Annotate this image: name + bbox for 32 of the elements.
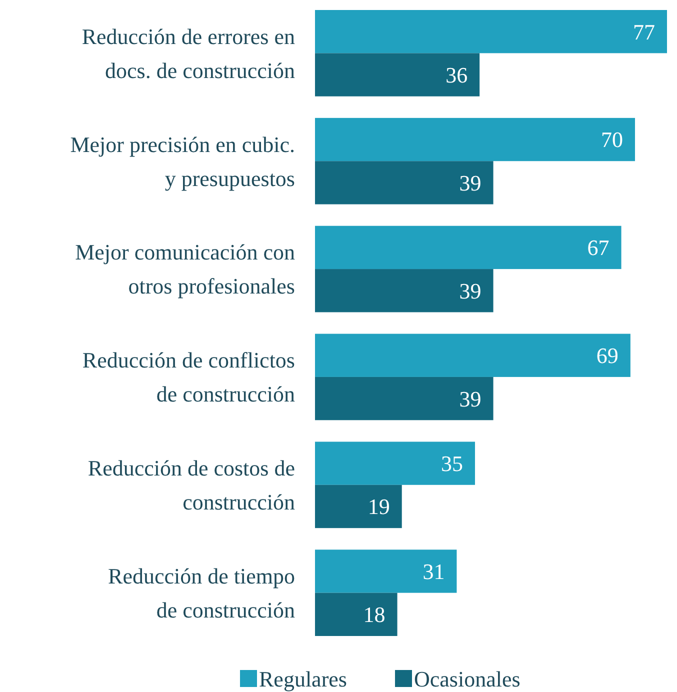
- bar: [315, 550, 457, 593]
- data-label: 69: [596, 343, 618, 368]
- data-label: 39: [459, 386, 482, 412]
- bar: [315, 161, 494, 204]
- data-label: 70: [601, 127, 623, 152]
- bar: [315, 226, 622, 270]
- y-tick-label: Mejor precisión en cubic. y presupuestos: [70, 132, 295, 191]
- bar: [315, 118, 635, 162]
- bar: [315, 53, 480, 96]
- bar: [315, 334, 630, 377]
- bar: [315, 269, 494, 312]
- y-tick-label: Reducción de conflictos de construcción: [82, 348, 295, 407]
- legend-label: Regulares: [259, 666, 347, 692]
- bar: [315, 376, 494, 420]
- legend-label: Ocasionales: [414, 666, 520, 692]
- bar: [315, 442, 475, 485]
- data-label: 39: [459, 170, 482, 196]
- bar: [315, 592, 398, 636]
- data-label: 77: [633, 19, 655, 44]
- data-label: 39: [459, 278, 482, 304]
- y-tick-label: Mejor comunicación con otros profesionales: [75, 240, 295, 299]
- data-label: 19: [368, 494, 390, 520]
- y-tick-label: Reducción de tiempo de construcción: [108, 564, 295, 623]
- y-tick-label: Reducción de costos de construcción: [88, 456, 295, 515]
- bar: [315, 10, 667, 54]
- data-label: 31: [422, 558, 445, 584]
- data-label: 18: [363, 602, 386, 628]
- y-tick-label: Reducción de errores en docs. de construcción: [82, 24, 295, 83]
- data-label: 36: [446, 62, 468, 88]
- data-label: 67: [587, 235, 610, 260]
- bar: [315, 484, 402, 528]
- data-label: 35: [441, 451, 463, 476]
